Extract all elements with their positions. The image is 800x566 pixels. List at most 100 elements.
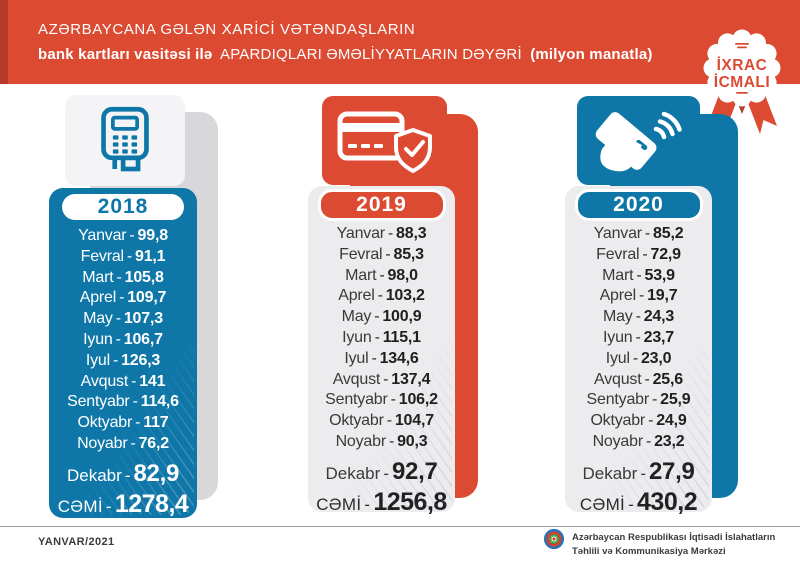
separator: - bbox=[130, 434, 136, 452]
month-value: 100,9 bbox=[382, 308, 422, 326]
month-label: Fevral bbox=[80, 247, 124, 265]
month-label: Yanvar bbox=[78, 227, 127, 244]
total-value: 1256,8 bbox=[373, 488, 447, 516]
month-value: 85,2 bbox=[653, 225, 684, 242]
month-value: 90,3 bbox=[397, 432, 428, 450]
separator: - bbox=[364, 495, 371, 514]
footer-divider bbox=[0, 526, 800, 527]
badge-small-text-top bbox=[735, 43, 749, 49]
separator: - bbox=[383, 370, 389, 388]
month-label: Fevral bbox=[596, 245, 640, 263]
month-label: Mart bbox=[82, 268, 114, 286]
month-value: 114,6 bbox=[140, 393, 179, 411]
month-label: May bbox=[602, 308, 633, 326]
month-row: Oktyabr -104,7 bbox=[314, 411, 449, 432]
separator: - bbox=[374, 308, 380, 326]
month-value: 109,7 bbox=[127, 289, 167, 307]
credit-card-shield-icon bbox=[337, 111, 432, 173]
total-label: CƏMİ bbox=[57, 497, 103, 516]
month-label: Mart bbox=[602, 266, 634, 284]
month-value: 91,1 bbox=[135, 247, 166, 265]
month-value: 72,9 bbox=[650, 245, 682, 263]
badge-small-text-bottom bbox=[736, 92, 748, 94]
month-label: Mart bbox=[345, 266, 377, 284]
month-label: Aprel bbox=[599, 287, 637, 305]
month-label: Sentyabr bbox=[325, 391, 388, 409]
month-label: Iyul bbox=[605, 349, 630, 367]
icon-card-2019 bbox=[322, 96, 447, 185]
month-label: Avqust bbox=[594, 370, 642, 388]
separator: - bbox=[112, 351, 119, 369]
separator: - bbox=[116, 268, 122, 286]
month-rows: Yanvar -99,8 Fevral -91,1 Mart -105,8 Aprel -10… bbox=[55, 226, 191, 455]
total-value: 430,2 bbox=[637, 488, 698, 516]
month-row: Sentyabr -25,9 bbox=[571, 390, 706, 411]
month-row: Yanvar -88,3 bbox=[314, 224, 449, 245]
separator: - bbox=[387, 225, 394, 242]
month-label: Iyul bbox=[85, 351, 110, 369]
month-label: Oktyabr bbox=[77, 414, 133, 432]
separator: - bbox=[126, 247, 133, 265]
separator: - bbox=[131, 372, 137, 390]
month-label: Fevral bbox=[339, 245, 383, 263]
month-rows: Yanvar -85,2 Fevral -72,9 Mart -53,9 Aprel -19,… bbox=[571, 224, 706, 453]
month-label: Iyun bbox=[342, 328, 372, 346]
month-row: Avqust -25,6 bbox=[571, 370, 706, 391]
month-label: Dekabr bbox=[582, 464, 638, 483]
separator: - bbox=[636, 266, 642, 284]
azerbaijan-emblem-icon bbox=[543, 528, 565, 550]
month-row: Noyabr -23,2 bbox=[571, 432, 706, 453]
separator: - bbox=[129, 227, 135, 244]
icon-card-2018 bbox=[65, 95, 185, 186]
month-value: 104,7 bbox=[394, 412, 434, 430]
month-row: Iyul -134,6 bbox=[314, 349, 449, 370]
month-label: May bbox=[341, 308, 372, 326]
total-row: CƏMİ -1278,4 bbox=[55, 490, 191, 519]
month-label: Iyun bbox=[603, 328, 633, 346]
separator: - bbox=[644, 370, 650, 388]
month-value: 24,9 bbox=[656, 412, 687, 430]
month-row: May -107,3 bbox=[55, 309, 191, 330]
month-label: Noyabr bbox=[335, 432, 387, 450]
column-2020-panel: 2020 Yanvar -85,2 Fevral -72,9 Mart -53,9 Apre… bbox=[565, 186, 712, 516]
month-row: May -24,3 bbox=[571, 307, 706, 328]
separator: - bbox=[379, 266, 385, 284]
month-label: Oktyabr bbox=[329, 412, 384, 430]
month-row: Noyabr -90,3 bbox=[314, 432, 449, 453]
month-value: 23,2 bbox=[654, 432, 685, 450]
icon-card-2020 bbox=[577, 96, 700, 185]
month-row: Yanvar -99,8 bbox=[55, 226, 191, 247]
month-label: Dekabr bbox=[325, 464, 381, 483]
separator: - bbox=[648, 412, 654, 430]
month-row: Iyul -23,0 bbox=[571, 349, 706, 370]
month-row: Fevral -85,3 bbox=[314, 245, 449, 266]
month-row: Sentyabr -106,2 bbox=[314, 390, 449, 411]
separator: - bbox=[119, 289, 125, 307]
month-value: 115,1 bbox=[382, 328, 421, 346]
month-value: 126,3 bbox=[121, 351, 161, 369]
separator: - bbox=[628, 495, 635, 514]
separator: - bbox=[645, 432, 652, 450]
december-row: Dekabr -82,9 bbox=[55, 460, 191, 488]
separator: - bbox=[377, 287, 383, 305]
footer-org-line2: Təhlili və Kommunikasiya Mərkəzi bbox=[572, 546, 726, 558]
separator: - bbox=[651, 391, 658, 409]
month-value: 23,0 bbox=[640, 349, 672, 367]
column-2019-panel: 2019 Yanvar -88,3 Fevral -85,3 Mart -98,0 Apre… bbox=[308, 186, 455, 516]
header-left-stripe bbox=[0, 0, 8, 84]
header-banner: AZƏRBAYCANA GƏLƏN XARİCİ VƏTƏNDAŞLARIN b… bbox=[0, 0, 800, 84]
title-line1: AZƏRBAYCANA GƏLƏN XARİCİ VƏTƏNDAŞLARIN bbox=[38, 21, 416, 38]
month-label: Iyul bbox=[344, 349, 369, 367]
separator: - bbox=[115, 330, 121, 348]
month-row: Fevral -72,9 bbox=[571, 245, 706, 266]
separator: - bbox=[635, 328, 641, 346]
month-value: 76,2 bbox=[138, 434, 170, 452]
separator: - bbox=[135, 414, 141, 432]
month-row: Aprel -19,7 bbox=[571, 286, 706, 307]
footer-org-line1: Azərbaycan Respublikası İqtisadi İslahat… bbox=[572, 532, 776, 543]
month-value: 92,7 bbox=[391, 458, 438, 485]
separator: - bbox=[383, 464, 389, 483]
separator: - bbox=[644, 225, 651, 242]
month-value: 105,8 bbox=[124, 268, 164, 286]
